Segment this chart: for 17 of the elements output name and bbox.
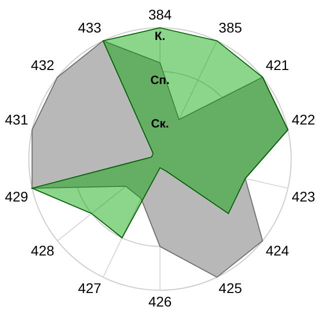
spoke-label: 433: [78, 20, 102, 36]
spoke-label: 421: [266, 57, 290, 74]
y-tick-label: Сп.: [150, 72, 170, 87]
y-tick-label: Ск.: [150, 116, 170, 131]
spoke-label: 431: [4, 111, 28, 128]
spoke-label: 429: [4, 188, 28, 204]
spoke-label: 384: [148, 6, 172, 22]
spoke-label: 427: [78, 280, 102, 296]
spoke-label: 385: [218, 20, 242, 36]
spoke-label: 423: [292, 188, 316, 204]
y-tick-label: К.: [154, 29, 166, 44]
spoke-label: 426: [148, 293, 172, 310]
spoke-label: 422: [292, 111, 316, 128]
spoke-label: 432: [30, 57, 55, 74]
spoke-label: 425: [218, 280, 242, 296]
spoke-label: 424: [266, 242, 290, 259]
spoke-label: 428: [30, 242, 55, 259]
